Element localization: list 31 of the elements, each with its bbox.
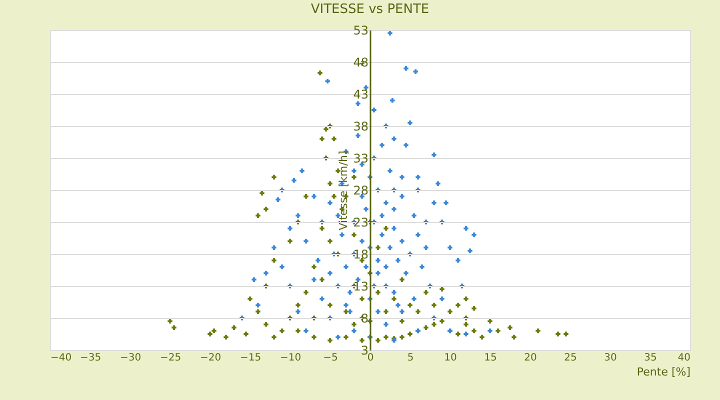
x-tick-label: 25 bbox=[564, 352, 577, 364]
x-tick-label: −35 bbox=[80, 352, 102, 364]
x-tick-label: 15 bbox=[484, 352, 497, 364]
y-tick-label: 23 bbox=[353, 216, 368, 230]
y-tick-label: 18 bbox=[353, 248, 368, 262]
x-tick-label: −5 bbox=[323, 352, 338, 364]
y-tick-label: 28 bbox=[353, 184, 368, 198]
x-tick-label: 0 bbox=[367, 352, 374, 364]
y-tick-label: 3 bbox=[360, 344, 368, 358]
y-tick-label: 48 bbox=[353, 56, 368, 70]
x-tick-label: 5 bbox=[407, 352, 414, 364]
x-tick-label: −25 bbox=[160, 352, 182, 364]
x-tick-label: 20 bbox=[524, 352, 537, 364]
y-tick-label: 53 bbox=[353, 24, 368, 38]
x-tick-label: 35 bbox=[644, 352, 657, 364]
x-axis-title: Pente [%] bbox=[636, 366, 690, 378]
x-tick-label: 30 bbox=[604, 352, 617, 364]
y-axis-title: Vitesse [km/h] bbox=[337, 150, 350, 230]
y-tick-label: 13 bbox=[353, 280, 368, 294]
x-tick-label: 10 bbox=[444, 352, 457, 364]
y-tick-label: 33 bbox=[353, 152, 368, 166]
x-tick-label: −15 bbox=[240, 352, 262, 364]
x-tick-label: −30 bbox=[120, 352, 142, 364]
x-tick-label: −10 bbox=[280, 352, 302, 364]
x-tick-label: −40 bbox=[50, 352, 72, 364]
y-tick-label: 38 bbox=[353, 120, 368, 134]
x-tick-label: 40 bbox=[678, 352, 690, 364]
y-tick-label: 43 bbox=[353, 88, 368, 102]
x-tick-label: −20 bbox=[200, 352, 222, 364]
y-tick-label: 8 bbox=[360, 312, 368, 326]
chart-title: VITESSE vs PENTE bbox=[310, 2, 430, 17]
